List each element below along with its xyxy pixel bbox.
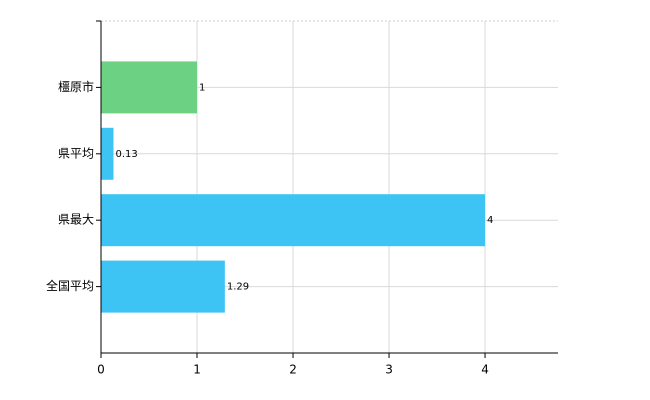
y-tick-label: 県最大 xyxy=(58,213,94,227)
data-label: 4 xyxy=(487,215,493,226)
data-label: 0.13 xyxy=(115,149,137,160)
y-tick-label: 全国平均 xyxy=(46,278,94,293)
x-tick-label: 2 xyxy=(289,363,297,377)
bar xyxy=(101,260,225,313)
x-tick-label: 0 xyxy=(97,363,105,377)
x-tick-label: 4 xyxy=(481,363,489,377)
bar xyxy=(101,61,198,114)
x-tick-label: 3 xyxy=(385,363,393,377)
data-label: 1 xyxy=(199,82,205,93)
bar xyxy=(101,127,114,180)
x-tick-label: 1 xyxy=(193,363,201,377)
y-tick-label: 橿原市 xyxy=(58,79,94,94)
data-label: 1.29 xyxy=(227,282,249,293)
y-tick-label: 県平均 xyxy=(58,146,94,160)
bar xyxy=(101,194,486,247)
